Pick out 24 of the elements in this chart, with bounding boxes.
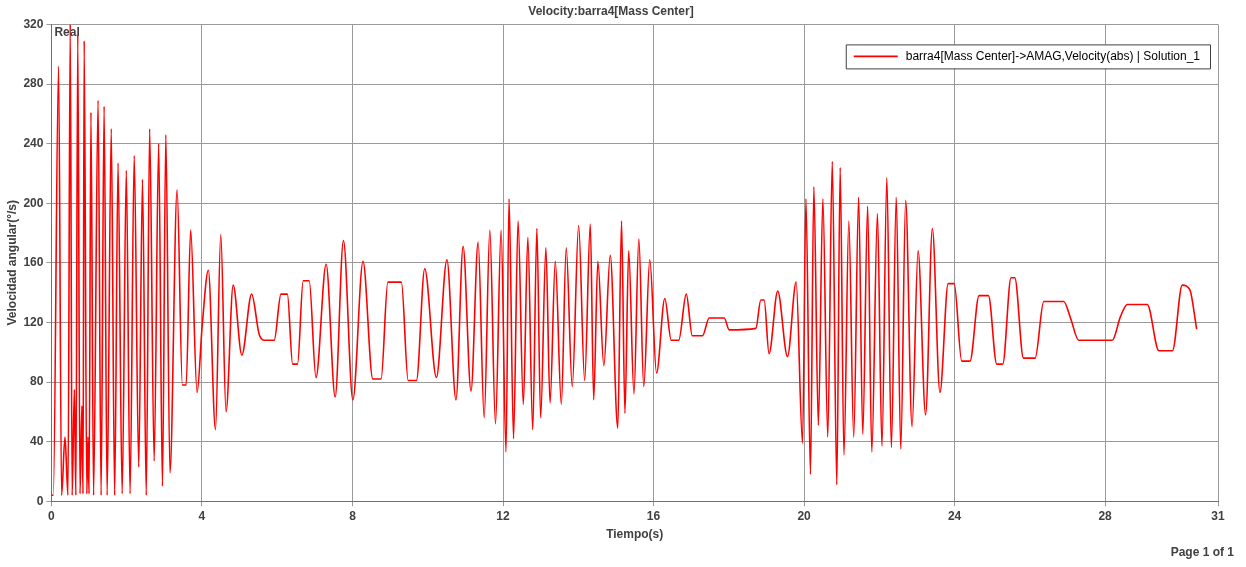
- x-tick-label: 24: [947, 508, 962, 523]
- legend-label: barra4[Mass Center]->AMAG,Velocity(abs) | Solution_1: [905, 48, 1201, 63]
- x-tick-label: 20: [797, 508, 812, 523]
- y-tick-label: 280: [23, 76, 44, 91]
- y-tick-label: 80: [30, 374, 44, 389]
- x-axis-title: Tiempo(s): [606, 527, 664, 542]
- x-tick-label: 31: [1211, 508, 1225, 523]
- line-series: [51, 24, 1198, 497]
- x-tick-label: 28: [1098, 508, 1113, 523]
- y-tick-label: 0: [36, 493, 44, 508]
- y-tick-label: 120: [23, 314, 44, 329]
- text: Page 1 of 1: [1170, 545, 1235, 560]
- x-tick-label: 0: [48, 508, 56, 523]
- y-tick-label: 240: [23, 135, 44, 150]
- y-tick-label: 160: [23, 255, 44, 270]
- y-tick-label: 320: [23, 16, 44, 31]
- y-tick-label: 40: [30, 433, 44, 448]
- x-tick-label: 4: [198, 508, 206, 523]
- x-tick-label: 16: [646, 508, 661, 523]
- x-tick-label: 12: [496, 508, 510, 523]
- x-tick-label: 8: [349, 508, 357, 523]
- y-tick-label: 200: [23, 195, 44, 210]
- chart-title: Velocity:barra4[Mass Center]: [528, 3, 694, 18]
- y-axis-title: Velocidad angular(°/s): [4, 200, 19, 326]
